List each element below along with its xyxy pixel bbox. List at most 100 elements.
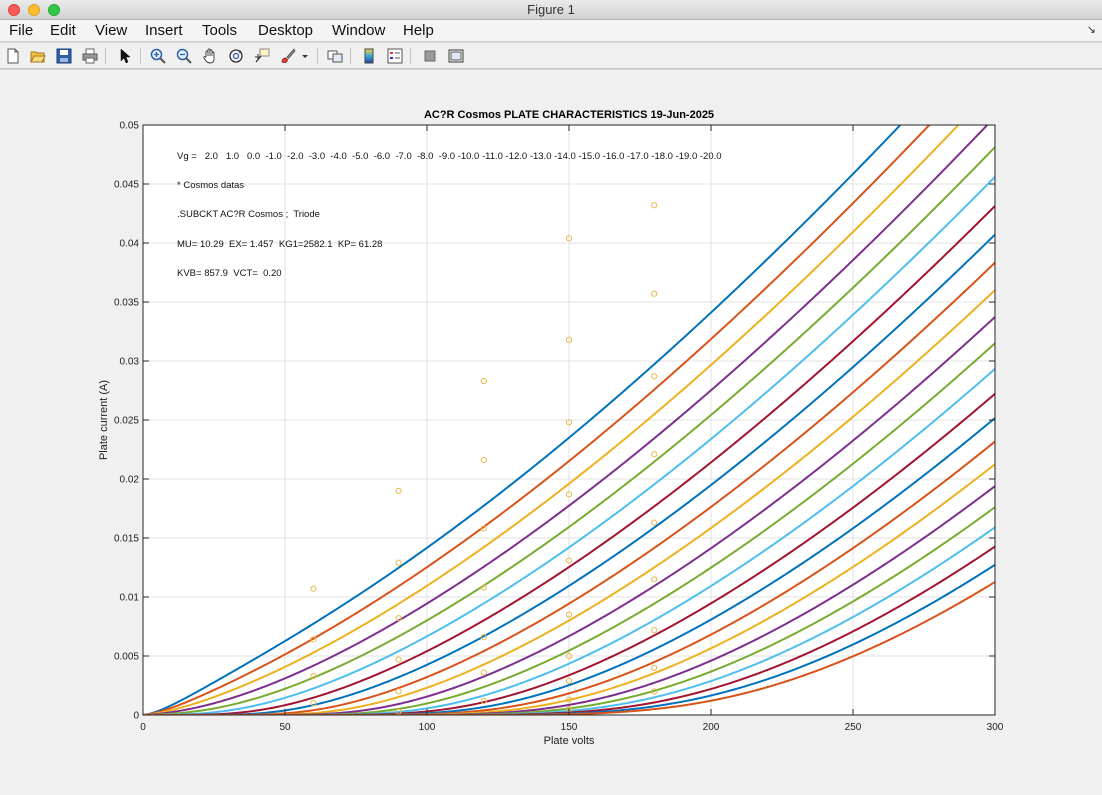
menu-view[interactable]: View bbox=[95, 22, 128, 39]
figure-canvas: 0 50 100 150 200 250 300 0 0.005 0.01 0.015 0.02 0.0… bbox=[0, 70, 1102, 795]
measured-point bbox=[565, 235, 573, 242]
rotate-3d-icon[interactable] bbox=[227, 47, 245, 65]
y-tick-label: 0.025 bbox=[114, 416, 139, 427]
open-file-icon[interactable] bbox=[29, 47, 47, 65]
x-tick-label: 50 bbox=[279, 722, 291, 733]
measured-point bbox=[480, 457, 487, 464]
pointer-icon[interactable] bbox=[116, 47, 134, 65]
annotation-subckt: .SUBCKT AC?R Cosmos ; Triode bbox=[177, 209, 320, 220]
measured-point bbox=[651, 688, 658, 695]
measured-point bbox=[565, 611, 573, 618]
annotation-vg-list: Vg = 2.0 1.0 0.0 -1.0 -2.0 -3.0 -4.0 -5.… bbox=[177, 151, 722, 162]
measured-point bbox=[310, 636, 317, 643]
measured-point bbox=[395, 708, 402, 715]
annotations: Vg = 2.0 1.0 0.0 -1.0 -2.0 -3.0 -4.0 -5.… bbox=[177, 151, 722, 279]
annotation-data-source: * Cosmos datas bbox=[177, 180, 244, 191]
brush-icon[interactable] bbox=[279, 47, 297, 65]
y-tick-label: 0.015 bbox=[114, 534, 139, 545]
measured-point bbox=[310, 672, 317, 680]
y-tick-label: 0.05 bbox=[120, 121, 140, 132]
x-tick-label: 300 bbox=[987, 722, 1004, 733]
measured-point bbox=[565, 696, 573, 703]
measured-point bbox=[565, 336, 573, 343]
plate-curve bbox=[143, 506, 995, 715]
zoom-out-icon[interactable] bbox=[175, 47, 193, 65]
measured-point bbox=[651, 576, 658, 583]
maximize-window-button[interactable] bbox=[48, 4, 60, 16]
measured-point bbox=[565, 419, 573, 426]
measured-point bbox=[651, 373, 658, 380]
close-window-button[interactable] bbox=[8, 4, 20, 16]
link-plot-icon[interactable] bbox=[326, 47, 344, 65]
measured-point bbox=[480, 584, 487, 591]
measured-point bbox=[565, 677, 573, 684]
pan-icon[interactable] bbox=[201, 47, 219, 65]
window-title: Figure 1 bbox=[527, 2, 575, 17]
plate-curve bbox=[143, 125, 931, 715]
plate-curve bbox=[143, 125, 989, 715]
new-figure-icon[interactable] bbox=[4, 47, 22, 65]
measured-point bbox=[480, 525, 487, 532]
measured-point bbox=[395, 688, 402, 695]
y-tick-label: 0.03 bbox=[120, 357, 140, 368]
dock-figure-icon[interactable]: ↘ bbox=[1086, 24, 1096, 36]
legend-icon[interactable] bbox=[386, 47, 404, 65]
plate-curve bbox=[143, 205, 995, 715]
brush-dropdown-icon[interactable] bbox=[300, 47, 310, 65]
data-cursor-icon[interactable] bbox=[253, 47, 271, 65]
measured-point bbox=[395, 615, 402, 622]
y-tick-label: 0.02 bbox=[120, 475, 140, 486]
plate-curve bbox=[143, 176, 995, 715]
hide-plot-tools-icon[interactable] bbox=[421, 47, 439, 65]
measured-point bbox=[565, 652, 573, 660]
y-tick-label: 0.045 bbox=[114, 180, 139, 191]
y-tick-label: 0.035 bbox=[114, 298, 139, 309]
menu-file[interactable]: File bbox=[9, 22, 34, 39]
plate-curve bbox=[143, 393, 995, 715]
measured-point bbox=[565, 491, 573, 498]
figure-toolbar bbox=[0, 43, 1102, 69]
measured-point bbox=[651, 290, 658, 297]
measured-point bbox=[651, 626, 658, 634]
y-tick-label: 0.01 bbox=[120, 593, 140, 604]
annotation-model-params-2: KVB= 857.9 VCT= 0.20 bbox=[177, 268, 282, 279]
x-tick-label: 0 bbox=[140, 722, 146, 733]
measured-point bbox=[480, 697, 487, 704]
measured-point bbox=[480, 377, 487, 385]
plate-curve bbox=[143, 125, 902, 715]
minimize-window-button[interactable] bbox=[28, 4, 40, 16]
show-plot-tools-icon[interactable] bbox=[447, 47, 465, 65]
menu-edit[interactable]: Edit bbox=[50, 22, 76, 39]
measured-point bbox=[651, 451, 658, 458]
plate-curve bbox=[143, 485, 995, 715]
plate-curve bbox=[143, 125, 960, 715]
measured-point bbox=[480, 669, 487, 676]
plate-curve bbox=[143, 463, 995, 715]
measured-point bbox=[310, 700, 317, 707]
measured-point bbox=[651, 202, 658, 209]
menu-insert[interactable]: Insert bbox=[145, 22, 183, 39]
measured-point bbox=[395, 656, 402, 663]
menu-window[interactable]: Window bbox=[332, 22, 386, 39]
y-tick-label: 0.005 bbox=[114, 652, 139, 663]
menu-help[interactable]: Help bbox=[403, 22, 434, 39]
plate-characteristics-plot[interactable]: 0 50 100 150 200 250 300 0 0.005 0.01 0.015 0.02 0.0… bbox=[0, 70, 1102, 795]
measured-point bbox=[480, 634, 487, 641]
menu-tools[interactable]: Tools bbox=[202, 22, 238, 39]
y-tick-label: 0 bbox=[133, 711, 139, 722]
print-icon[interactable] bbox=[81, 47, 99, 65]
save-icon[interactable] bbox=[55, 47, 73, 65]
zoom-in-icon[interactable] bbox=[149, 47, 167, 65]
window-titlebar: Figure 1 bbox=[0, 0, 1102, 20]
measured-point bbox=[651, 519, 658, 526]
x-tick-label: 200 bbox=[703, 722, 720, 733]
menu-desktop[interactable]: Desktop bbox=[258, 22, 314, 39]
annotation-model-params-1: MU= 10.29 EX= 1.457 KG1=2582.1 KP= 61.28 bbox=[177, 239, 382, 250]
measured-point bbox=[395, 487, 402, 494]
plate-curve bbox=[143, 146, 995, 715]
colorbar-icon[interactable] bbox=[360, 47, 378, 65]
measured-point bbox=[310, 585, 317, 592]
x-tick-label: 100 bbox=[419, 722, 436, 733]
x-axis-label: Plate volts bbox=[544, 735, 595, 747]
y-axis-label: Plate current (A) bbox=[98, 380, 110, 460]
